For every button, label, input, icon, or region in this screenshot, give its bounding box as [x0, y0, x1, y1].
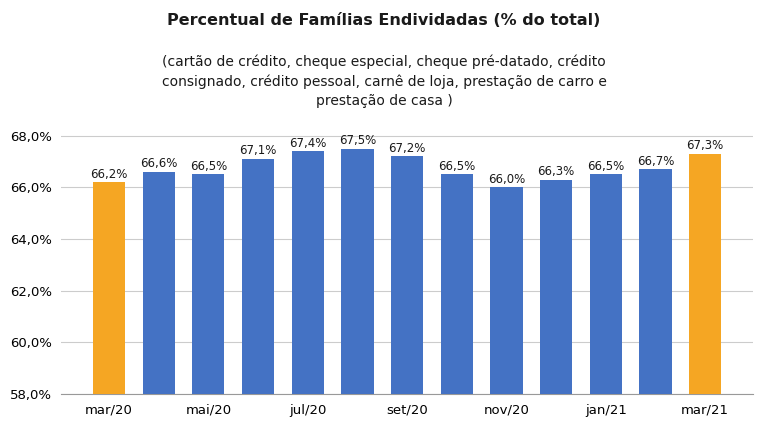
- Title: Percentual de Famílias Endividadas (% do total)
(cartão de crédito, cheque espec: Percentual de Famílias Endividadas (% do…: [0, 437, 1, 438]
- Bar: [639, 169, 671, 394]
- Bar: [540, 180, 572, 394]
- Text: 67,1%: 67,1%: [240, 144, 276, 157]
- Text: Percentual de Famílias Endividadas (% do total): Percentual de Famílias Endividadas (% do…: [167, 13, 601, 28]
- Bar: [292, 151, 324, 394]
- Bar: [93, 182, 125, 394]
- Text: 67,2%: 67,2%: [389, 142, 425, 155]
- Bar: [242, 159, 274, 394]
- Text: 66,3%: 66,3%: [538, 165, 574, 178]
- Text: 66,6%: 66,6%: [140, 157, 177, 170]
- Bar: [192, 174, 224, 394]
- Text: 66,2%: 66,2%: [91, 168, 127, 180]
- Text: 66,5%: 66,5%: [587, 160, 624, 173]
- Bar: [341, 148, 373, 394]
- Bar: [590, 174, 622, 394]
- Text: 66,7%: 66,7%: [637, 155, 674, 168]
- Text: 66,5%: 66,5%: [190, 160, 227, 173]
- Bar: [143, 172, 175, 394]
- Text: 66,5%: 66,5%: [438, 160, 475, 173]
- Bar: [689, 154, 721, 394]
- Text: 66,0%: 66,0%: [488, 173, 525, 186]
- Text: 67,5%: 67,5%: [339, 134, 376, 147]
- Text: 67,4%: 67,4%: [289, 137, 326, 149]
- Text: (cartão de crédito, cheque especial, cheque pré-datado, crédito
consignado, créd: (cartão de crédito, cheque especial, che…: [161, 55, 607, 108]
- Text: 67,3%: 67,3%: [687, 139, 723, 152]
- Bar: [441, 174, 473, 394]
- Bar: [490, 187, 522, 394]
- Bar: [391, 156, 423, 394]
